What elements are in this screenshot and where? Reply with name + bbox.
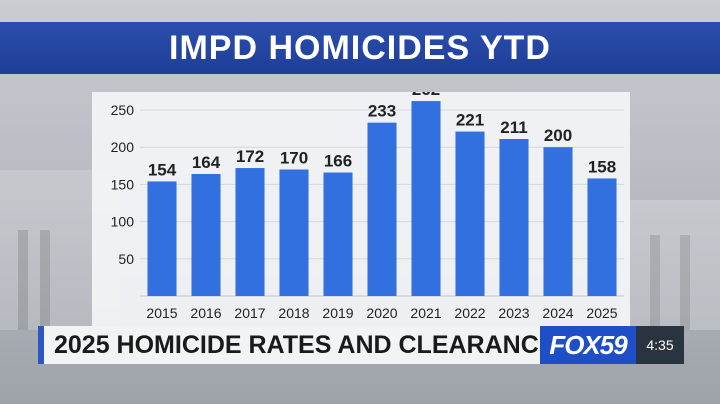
lower-third-headline: 2025 HOMICIDE RATES AND CLEARANCES xyxy=(54,330,573,359)
x-tick-label: 2021 xyxy=(410,305,441,321)
x-tick-label: 2019 xyxy=(322,305,353,321)
x-tick-label: 2015 xyxy=(146,305,177,321)
x-tick-label: 2018 xyxy=(278,305,309,321)
background-building-right xyxy=(620,200,720,330)
chart-title: IMPD HOMICIDES YTD xyxy=(169,28,551,67)
x-tick-label: 2025 xyxy=(586,305,617,321)
bar-2025 xyxy=(587,178,617,296)
background-column xyxy=(40,230,50,330)
x-tick-label: 2022 xyxy=(454,305,485,321)
y-tick-label: 250 xyxy=(111,102,135,118)
y-tick-label: 100 xyxy=(111,214,135,230)
data-label: 154 xyxy=(148,160,177,179)
bar-2016 xyxy=(191,173,221,296)
data-label: 166 xyxy=(324,151,352,170)
data-label: 200 xyxy=(544,126,572,145)
x-axis-ticks: 2015 2016 2017 2018 2019 2020 2021 2022 2023 2024… xyxy=(146,305,617,321)
title-band: IMPD HOMICIDES YTD xyxy=(0,22,720,74)
clock-box: 4:35 xyxy=(636,326,684,364)
lower-third: 2025 HOMICIDE RATES AND CLEARANCES FOX59… xyxy=(38,326,684,364)
lower-third-headline-box: 2025 HOMICIDE RATES AND CLEARANCES xyxy=(44,326,572,364)
x-tick-label: 2016 xyxy=(190,305,221,321)
x-tick-label: 2024 xyxy=(542,305,573,321)
bar-chart: 50 100 150 200 250 154 164 172 170 166 233 262 221 2… xyxy=(111,92,624,321)
y-tick-label: 150 xyxy=(111,176,135,192)
lower-third-accent xyxy=(38,326,44,364)
background-column xyxy=(18,230,28,330)
bar-2018 xyxy=(279,169,309,296)
bar-2017 xyxy=(235,168,265,296)
y-axis-ticks: 50 100 150 200 250 xyxy=(111,102,135,267)
x-tick-label: 2020 xyxy=(366,305,397,321)
bar-2023 xyxy=(499,139,529,296)
clock-time: 4:35 xyxy=(646,337,674,353)
data-label: 158 xyxy=(588,157,616,176)
y-tick-label: 200 xyxy=(111,139,135,155)
bars xyxy=(147,101,617,297)
background-column xyxy=(650,235,660,330)
chart-panel: 50 100 150 200 250 154 164 172 170 166 233 262 221 2… xyxy=(92,92,630,326)
bar-2021 xyxy=(411,101,441,297)
data-label: 164 xyxy=(192,153,221,172)
bar-2022 xyxy=(455,131,485,296)
bar-2019 xyxy=(323,172,353,296)
x-tick-label: 2017 xyxy=(234,305,265,321)
data-labels: 154 164 172 170 166 233 262 221 211 200 158 xyxy=(148,92,616,179)
data-label: 262 xyxy=(412,92,440,99)
station-logo-box: FOX59 xyxy=(540,326,636,364)
data-label: 233 xyxy=(368,102,396,121)
bar-2020 xyxy=(367,122,397,296)
x-tick-label: 2023 xyxy=(498,305,529,321)
data-label: 211 xyxy=(500,118,527,137)
bar-2024 xyxy=(543,147,573,296)
y-tick-label: 50 xyxy=(118,251,134,267)
station-logo: FOX59 xyxy=(549,329,627,360)
data-label: 170 xyxy=(280,149,308,168)
background-column xyxy=(680,235,690,330)
data-label: 221 xyxy=(456,111,484,130)
bar-2015 xyxy=(147,181,177,296)
data-label: 172 xyxy=(236,147,264,166)
